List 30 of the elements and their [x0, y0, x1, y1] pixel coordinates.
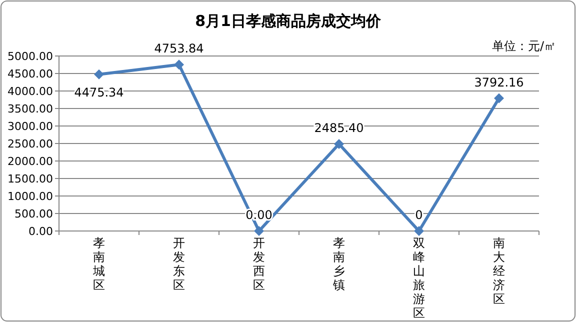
x-tick-label: 开发西区 [253, 236, 265, 292]
data-label: 0 [415, 208, 423, 222]
y-tick-label: 3500.00 [8, 102, 53, 116]
x-tick-label: 孝南乡镇 [332, 236, 345, 292]
x-tick-label: 孝南城区 [92, 236, 105, 292]
y-tick-label: 2000.00 [8, 155, 53, 168]
data-label: 3792.16 [474, 75, 524, 90]
point [174, 60, 184, 70]
x-tick-label: 开发东区 [173, 236, 185, 292]
y-tick-label: 3000.00 [8, 120, 53, 133]
y-tick-label: 5000.00 [8, 50, 53, 63]
data-label: 4475.34 [74, 85, 124, 100]
point [494, 93, 504, 104]
data-label: 4753.84 [154, 42, 204, 56]
y-tick-label: 1000.00 [8, 190, 53, 203]
y-tick-label: 0.00 [28, 225, 53, 238]
point [334, 139, 344, 150]
point [254, 226, 264, 236]
y-tick-label: 4500.00 [8, 68, 53, 80]
x-tick-label: 双峰山旅游区 [413, 236, 425, 320]
chart-title: 8月1日孝感商品房成交均价 [195, 12, 382, 30]
point [414, 226, 424, 236]
point [94, 69, 104, 80]
y-tick-label: 4000.00 [8, 85, 53, 98]
y-tick-label: 500.00 [14, 208, 53, 220]
data-label: 2485.40 [314, 121, 364, 136]
y-tick-label: 1500.00 [8, 172, 53, 186]
x-tick-label: 南大经济区 [493, 236, 505, 306]
y-tick-label: 2500.00 [8, 138, 53, 150]
text: 单位：元/㎡ [492, 39, 556, 53]
